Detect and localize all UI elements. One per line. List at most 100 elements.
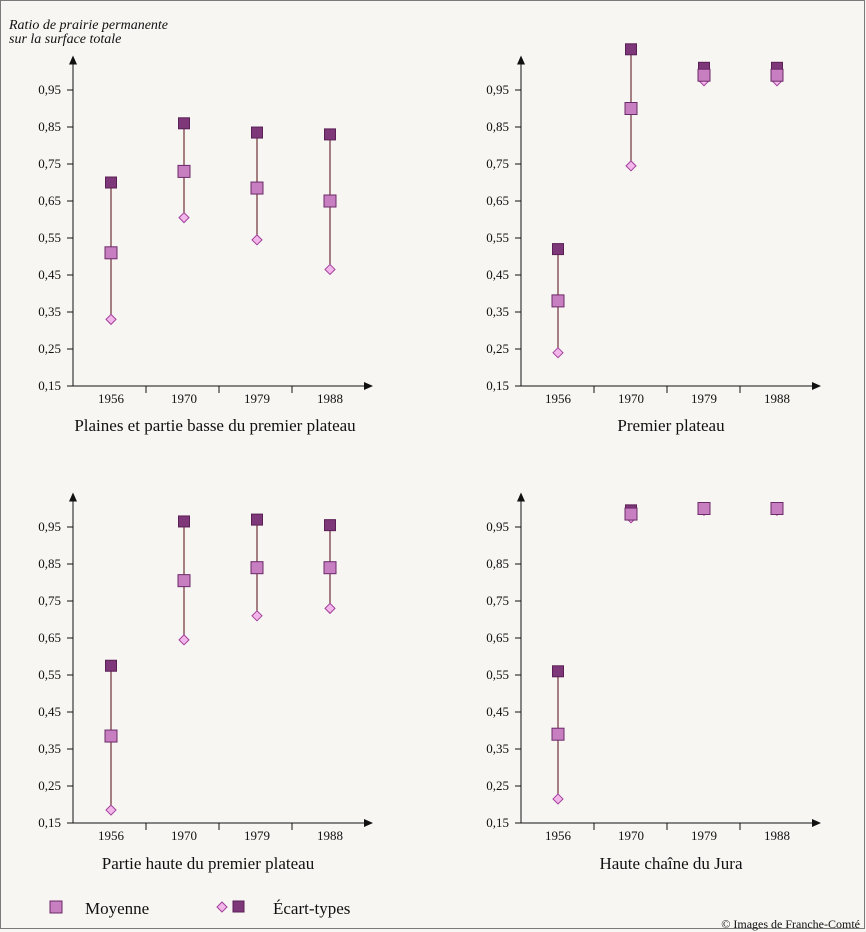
y-tick-label: 0,15 [486, 378, 509, 393]
x-tick-label: 1956 [545, 391, 572, 406]
upper-std-point [251, 126, 263, 139]
upper-std-point [552, 665, 564, 678]
y-tick-label: 0,95 [38, 82, 61, 97]
y-tick-label: 0,65 [38, 193, 61, 208]
y-tick-label: 0,35 [486, 304, 509, 319]
y-tick-label: 0,15 [38, 378, 61, 393]
upper-std-point [178, 515, 190, 528]
x-axis-arrow [812, 819, 821, 827]
x-tick-label: 1988 [317, 391, 343, 406]
x-axis-arrow [364, 382, 373, 390]
lower-std-point [178, 634, 190, 646]
x-tick-label: 1970 [618, 828, 644, 843]
x-tick-label: 1956 [545, 828, 572, 843]
lower-std-point [251, 610, 263, 622]
x-tick-label: 1956 [98, 391, 125, 406]
y-tick-label: 0,45 [38, 704, 61, 719]
x-tick-label: 1988 [764, 391, 790, 406]
mean-point [770, 502, 784, 515]
upper-std-point [105, 659, 117, 672]
upper-std-point [625, 43, 637, 56]
mean-point [551, 294, 565, 308]
panel-title: Haute chaîne du Jura [599, 854, 742, 873]
y-axis-title-line-2: sur la surface totale [9, 32, 122, 47]
y-axis-arrow [517, 55, 525, 65]
x-tick-label: 1970 [618, 391, 644, 406]
legend-mean-label: Moyenne [85, 899, 150, 918]
x-tick-label: 1979 [691, 391, 717, 406]
mean-point [323, 561, 337, 575]
y-tick-label: 0,25 [38, 778, 61, 793]
y-tick-label: 0,85 [38, 556, 61, 571]
y-tick-label: 0,15 [486, 815, 509, 830]
x-axis-arrow [364, 819, 373, 827]
lower-std-point [251, 234, 263, 246]
legend: Moyenne Écart-types [1, 891, 866, 921]
x-tick-label: 1970 [171, 391, 197, 406]
lower-std-point [552, 793, 564, 805]
lower-std-point [105, 804, 117, 816]
y-axis-arrow [517, 492, 525, 502]
y-tick-label: 0,25 [486, 778, 509, 793]
copyright: © Images de Franche-Comté [721, 917, 860, 931]
y-tick-label: 0,95 [38, 519, 61, 534]
x-tick-label: 1988 [317, 828, 343, 843]
y-tick-label: 0,75 [38, 156, 61, 171]
y-tick-label: 0,65 [486, 193, 509, 208]
mean-point [551, 727, 565, 741]
upper-std-point [552, 243, 564, 256]
panel-title: Plaines et partie basse du premier plate… [74, 416, 356, 435]
lower-std-point [625, 160, 637, 172]
upper-std-point [324, 519, 336, 532]
y-tick-label: 0,15 [38, 815, 61, 830]
lower-std-point [178, 211, 190, 224]
y-tick-label: 0,85 [486, 119, 509, 134]
lower-std-point [552, 346, 564, 359]
legend-mean-square-icon [49, 900, 63, 914]
y-tick-label: 0,55 [486, 230, 509, 245]
y-tick-label: 0,35 [38, 304, 61, 319]
y-tick-label: 0,65 [38, 630, 61, 645]
legend-lower-diamond-icon [216, 901, 228, 913]
panel-title: Premier plateau [617, 416, 725, 435]
y-axis-title: Ratio de prairie permanente sur la surfa… [9, 19, 168, 47]
y-axis-title-line-1: Ratio de prairie permanente [9, 18, 169, 33]
x-tick-label: 1956 [98, 828, 125, 843]
mean-point [697, 502, 711, 515]
upper-std-point [105, 176, 117, 189]
y-tick-label: 0,75 [486, 593, 509, 608]
y-tick-label: 0,75 [38, 593, 61, 608]
y-tick-label: 0,25 [38, 341, 61, 356]
x-tick-label: 1979 [244, 828, 270, 843]
y-axis-arrow [69, 55, 77, 65]
upper-std-point [324, 128, 336, 141]
mean-point [770, 68, 784, 82]
y-tick-label: 0,25 [486, 341, 509, 356]
upper-std-point [251, 513, 263, 526]
lower-std-point [324, 602, 336, 615]
mean-point [104, 729, 118, 743]
mean-point [177, 164, 191, 178]
y-tick-label: 0,75 [486, 156, 509, 171]
y-tick-label: 0,45 [486, 267, 509, 282]
y-axis-arrow [69, 492, 77, 502]
mean-point [250, 561, 264, 575]
legend-symbols [49, 900, 245, 914]
x-tick-label: 1979 [691, 828, 717, 843]
x-tick-label: 1970 [171, 828, 197, 843]
x-tick-label: 1979 [244, 391, 270, 406]
y-tick-label: 0,45 [38, 267, 61, 282]
lower-std-point [105, 313, 117, 326]
mean-point [250, 181, 264, 195]
mean-point [104, 246, 118, 260]
x-tick-label: 1988 [764, 828, 790, 843]
legend-upper-square-icon [232, 900, 245, 913]
mean-point [323, 194, 337, 208]
x-axis-arrow [812, 382, 821, 390]
y-tick-label: 0,85 [38, 119, 61, 134]
panel-title: Partie haute du premier plateau [102, 854, 315, 873]
y-tick-label: 0,95 [486, 82, 509, 97]
y-tick-label: 0,45 [486, 704, 509, 719]
